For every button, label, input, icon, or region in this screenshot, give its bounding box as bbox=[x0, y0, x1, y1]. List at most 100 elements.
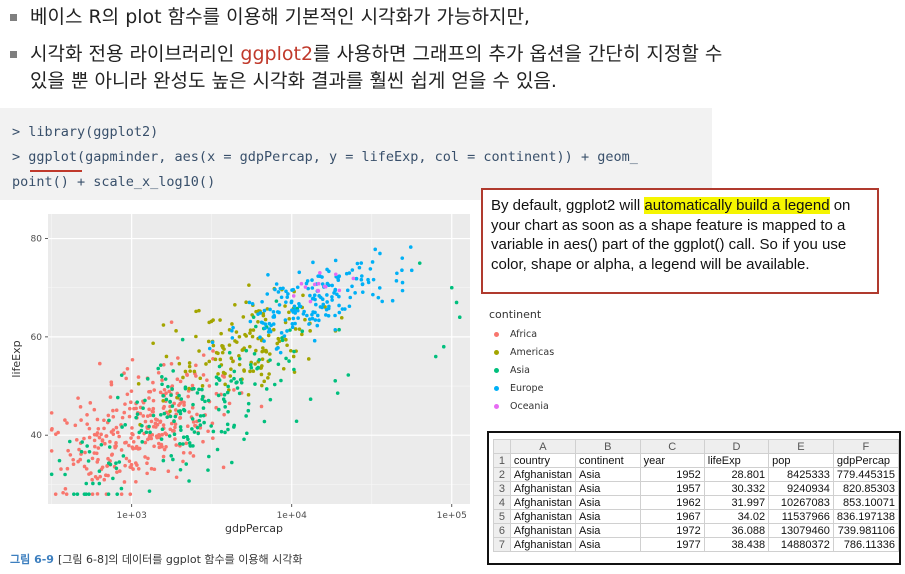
data-point bbox=[185, 424, 190, 428]
data-point bbox=[93, 474, 98, 479]
data-point bbox=[284, 300, 288, 304]
col-letter: E bbox=[768, 439, 834, 454]
data-point bbox=[237, 356, 242, 361]
data-point bbox=[141, 414, 146, 418]
data-point bbox=[227, 401, 232, 406]
table-cell: 28.801 bbox=[703, 467, 770, 482]
data-point bbox=[151, 413, 156, 418]
bullet-2-post: 를 사용하면 그래프의 추가 옵션을 간단히 지정할 수 bbox=[313, 43, 723, 65]
data-point bbox=[214, 405, 218, 410]
data-point bbox=[267, 321, 272, 326]
data-point bbox=[337, 327, 341, 332]
data-point bbox=[312, 293, 317, 298]
data-point bbox=[82, 436, 86, 441]
table-cell: Afghanistan bbox=[509, 509, 577, 524]
data-point bbox=[279, 331, 284, 335]
data-point bbox=[241, 347, 245, 352]
code-line-3: point() + scale_x_log10() bbox=[12, 174, 216, 190]
data-point bbox=[158, 412, 163, 417]
data-point bbox=[226, 384, 230, 389]
data-point bbox=[115, 395, 120, 400]
legend-item-europe: Europe bbox=[489, 379, 554, 397]
data-point bbox=[221, 370, 226, 375]
data-point bbox=[143, 455, 147, 459]
data-point bbox=[266, 272, 270, 277]
table-cell: Afghanistan bbox=[509, 481, 577, 496]
data-point bbox=[318, 271, 322, 275]
data-point bbox=[308, 293, 312, 298]
data-point bbox=[241, 315, 246, 319]
data-point bbox=[158, 390, 163, 395]
data-point bbox=[253, 382, 257, 386]
legend-title: continent bbox=[489, 308, 542, 321]
data-point bbox=[115, 492, 120, 496]
data-point bbox=[158, 420, 162, 425]
data-point bbox=[305, 313, 309, 318]
column-letter-row: A B C D E F bbox=[493, 439, 900, 454]
data-point bbox=[152, 444, 156, 449]
data-point bbox=[250, 301, 255, 306]
data-point bbox=[312, 338, 317, 343]
data-point bbox=[317, 318, 321, 323]
figure-caption: 그림 6-9 [그림 6-8]의 데이터를 ggplot 함수를 이용해 시각화 bbox=[10, 551, 302, 567]
data-point bbox=[56, 430, 60, 435]
data-point bbox=[260, 299, 264, 304]
data-point bbox=[181, 459, 185, 464]
data-point bbox=[246, 393, 251, 397]
legend-dot bbox=[494, 403, 499, 409]
data-point bbox=[314, 302, 318, 307]
data-point bbox=[288, 328, 292, 332]
data-point bbox=[169, 393, 173, 397]
data-point bbox=[230, 322, 234, 326]
data-point bbox=[274, 282, 279, 286]
data-point bbox=[136, 435, 141, 440]
data-point bbox=[292, 349, 296, 354]
data-point bbox=[181, 375, 185, 380]
data-point bbox=[301, 312, 306, 316]
data-point bbox=[218, 357, 223, 362]
data-point bbox=[204, 362, 208, 366]
data-point bbox=[378, 251, 382, 256]
data-point bbox=[293, 311, 298, 315]
data-point bbox=[339, 315, 344, 320]
data-point bbox=[140, 423, 144, 428]
data-point bbox=[335, 391, 340, 395]
table-cell: Asia bbox=[575, 537, 641, 552]
data-point bbox=[161, 458, 166, 463]
data-point bbox=[179, 428, 183, 432]
data-point bbox=[376, 295, 381, 300]
data-point bbox=[409, 268, 414, 273]
table-cell: 31.997 bbox=[703, 495, 770, 510]
data-point bbox=[162, 387, 167, 392]
data-point bbox=[330, 298, 334, 302]
data-point bbox=[178, 379, 183, 384]
data-point bbox=[190, 383, 195, 388]
data-point bbox=[49, 472, 54, 477]
data-point bbox=[151, 406, 156, 411]
data-point bbox=[344, 271, 349, 276]
data-point bbox=[198, 414, 203, 418]
data-point bbox=[231, 359, 235, 364]
data-point bbox=[198, 376, 203, 381]
data-point bbox=[125, 366, 130, 371]
data-point bbox=[100, 438, 105, 442]
table-cell: 779.445315 bbox=[832, 467, 900, 482]
data-point bbox=[135, 463, 139, 467]
data-point bbox=[229, 356, 234, 361]
data-point bbox=[95, 492, 100, 496]
col-letter: A bbox=[509, 439, 577, 454]
data-point bbox=[251, 369, 256, 374]
data-point bbox=[230, 328, 234, 333]
data-point bbox=[74, 438, 79, 442]
data-point bbox=[400, 268, 404, 272]
chart-legend: continent Africa Americas Asia Europe Oc… bbox=[489, 308, 554, 415]
data-point bbox=[390, 298, 395, 303]
data-point bbox=[136, 382, 141, 386]
data-point bbox=[123, 422, 128, 427]
data-point bbox=[277, 310, 281, 315]
data-point bbox=[152, 467, 157, 472]
data-point bbox=[354, 276, 359, 281]
data-point bbox=[330, 283, 334, 288]
data-point bbox=[95, 460, 100, 464]
legend-label: Asia bbox=[510, 364, 530, 376]
